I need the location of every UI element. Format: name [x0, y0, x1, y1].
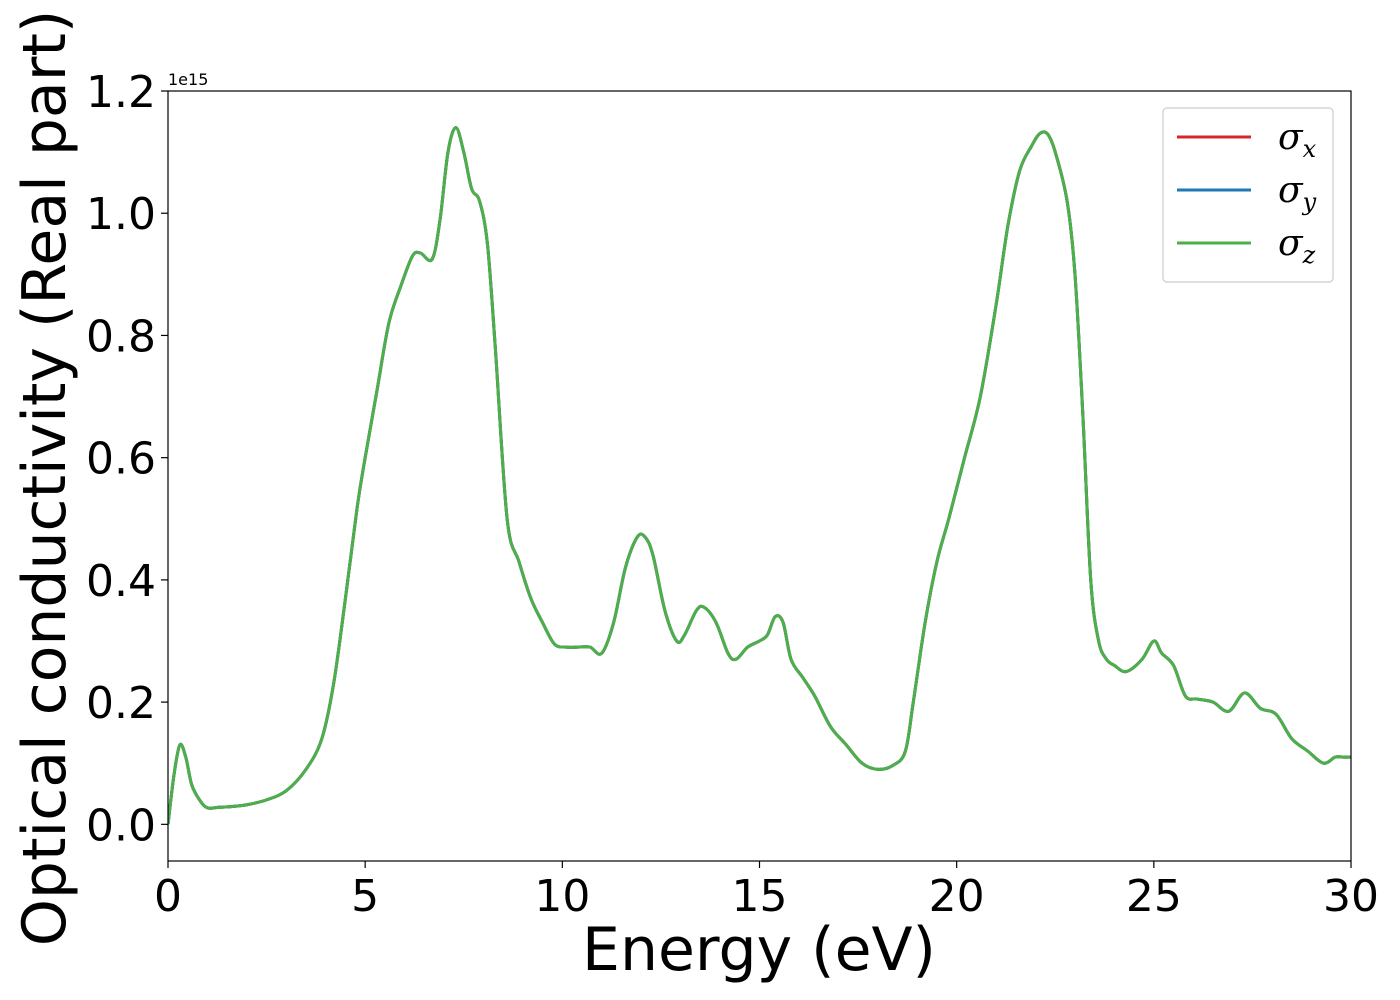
y-tick-label: 0.2 [86, 678, 156, 729]
y-axis-label: Optical conductivity (Real part) [10, 10, 80, 947]
legend: σx σy σz [1162, 107, 1334, 283]
legend-label-x: σx [1278, 117, 1317, 163]
x-axis-label: Energy (eV) [582, 915, 936, 985]
legend-box [1162, 107, 1334, 283]
y-tick-label: 1.0 [86, 189, 156, 240]
y-axis: 0.0 0.2 0.4 0.6 0.8 1.0 1.2 [86, 67, 168, 851]
y-offset-label: 1e15 [168, 70, 208, 89]
x-tick-label: 20 [929, 871, 985, 922]
x-tick-label: 10 [534, 871, 590, 922]
x-tick-label: 30 [1323, 871, 1379, 922]
series-layer [168, 126, 1351, 825]
legend-label-y: σy [1278, 170, 1317, 216]
y-tick-label: 0.8 [86, 311, 156, 362]
x-tick-label: 25 [1126, 871, 1182, 922]
y-tick-label: 1.2 [86, 67, 156, 118]
x-tick-label: 5 [351, 871, 379, 922]
y-tick-label: 0.0 [86, 800, 156, 851]
y-tick-label: 0.6 [86, 434, 156, 485]
y-tick-label: 0.4 [86, 556, 156, 607]
x-tick-label: 15 [732, 871, 788, 922]
legend-label-z: σz [1278, 223, 1316, 269]
x-tick-label: 0 [154, 871, 182, 922]
series-line-z [168, 126, 1351, 825]
x-axis: 0 5 10 15 20 25 30 [154, 861, 1379, 922]
